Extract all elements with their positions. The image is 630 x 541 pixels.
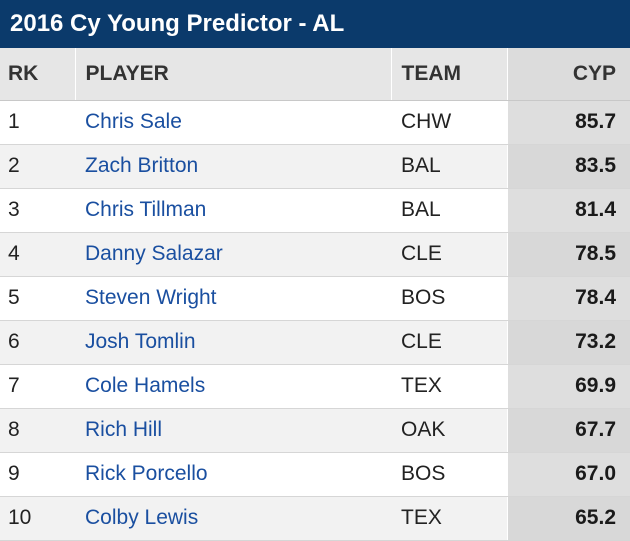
team-cell: TEX	[391, 364, 507, 409]
player-link[interactable]: Cole Hamels	[85, 374, 206, 397]
column-header-rank[interactable]: RK	[0, 48, 76, 101]
player-cell: Rick Porcello	[75, 452, 391, 497]
team-cell: BAL	[391, 188, 507, 233]
table-row: 3 Chris Tillman BAL 81.4	[0, 188, 630, 233]
rank-cell: 4	[0, 232, 75, 277]
rank-cell: 2	[0, 144, 75, 189]
table-row: 6 Josh Tomlin CLE 73.2	[0, 320, 630, 365]
cyp-cell: 69.9	[506, 364, 630, 409]
cyp-cell: 83.5	[506, 144, 630, 189]
table-row: 9 Rick Porcello BOS 67.0	[0, 452, 630, 497]
team-cell: CLE	[391, 232, 507, 277]
player-cell: Josh Tomlin	[75, 320, 391, 365]
table-row: 5 Steven Wright BOS 78.4	[0, 276, 630, 321]
rank-cell: 10	[0, 496, 75, 541]
player-link[interactable]: Josh Tomlin	[85, 330, 196, 353]
player-cell: Chris Tillman	[75, 188, 391, 233]
player-cell: Cole Hamels	[75, 364, 391, 409]
player-link[interactable]: Rick Porcello	[85, 462, 208, 485]
player-cell: Zach Britton	[75, 144, 391, 189]
player-cell: Chris Sale	[75, 100, 391, 145]
column-header-team[interactable]: TEAM	[391, 48, 508, 101]
player-link[interactable]: Danny Salazar	[85, 242, 223, 265]
team-cell: TEX	[391, 496, 507, 541]
table-row: 8 Rich Hill OAK 67.7	[0, 408, 630, 453]
player-cell: Rich Hill	[75, 408, 391, 453]
player-cell: Danny Salazar	[75, 232, 391, 277]
rank-cell: 8	[0, 408, 75, 453]
cyp-cell: 78.4	[506, 276, 630, 321]
rank-cell: 6	[0, 320, 75, 365]
team-cell: OAK	[391, 408, 507, 453]
team-cell: CLE	[391, 320, 507, 365]
team-cell: CHW	[391, 100, 507, 145]
rank-cell: 7	[0, 364, 75, 409]
player-link[interactable]: Chris Sale	[85, 110, 182, 133]
table-header-row: RK PLAYER TEAM CYP	[0, 48, 630, 101]
rank-cell: 3	[0, 188, 75, 233]
player-cell: Colby Lewis	[75, 496, 391, 541]
player-link[interactable]: Chris Tillman	[85, 198, 207, 221]
player-link[interactable]: Steven Wright	[85, 286, 217, 309]
column-header-cyp[interactable]: CYP	[506, 48, 630, 101]
predictor-table: RK PLAYER TEAM CYP 1 Chris Sale CHW 85.7…	[0, 48, 630, 541]
table-row: 10 Colby Lewis TEX 65.2	[0, 496, 630, 541]
rank-cell: 5	[0, 276, 75, 321]
player-link[interactable]: Rich Hill	[85, 418, 163, 441]
cyp-cell: 73.2	[506, 320, 630, 365]
cyp-cell: 85.7	[506, 100, 630, 145]
team-cell: BAL	[391, 144, 507, 189]
page-title: 2016 Cy Young Predictor - AL	[0, 0, 630, 48]
table-row: 7 Cole Hamels TEX 69.9	[0, 364, 630, 409]
rank-cell: 1	[0, 100, 75, 145]
team-cell: BOS	[391, 452, 507, 497]
player-cell: Steven Wright	[75, 276, 391, 321]
column-header-player[interactable]: PLAYER	[75, 48, 392, 101]
table-row: 2 Zach Britton BAL 83.5	[0, 144, 630, 189]
table-row: 1 Chris Sale CHW 85.7	[0, 100, 630, 145]
cyp-cell: 81.4	[506, 188, 630, 233]
player-link[interactable]: Colby Lewis	[85, 506, 199, 529]
table-row: 4 Danny Salazar CLE 78.5	[0, 232, 630, 277]
cyp-cell: 67.7	[506, 408, 630, 453]
player-link[interactable]: Zach Britton	[85, 154, 199, 177]
cyp-cell: 78.5	[506, 232, 630, 277]
rank-cell: 9	[0, 452, 75, 497]
cyp-cell: 65.2	[506, 496, 630, 541]
team-cell: BOS	[391, 276, 507, 321]
cyp-cell: 67.0	[506, 452, 630, 497]
